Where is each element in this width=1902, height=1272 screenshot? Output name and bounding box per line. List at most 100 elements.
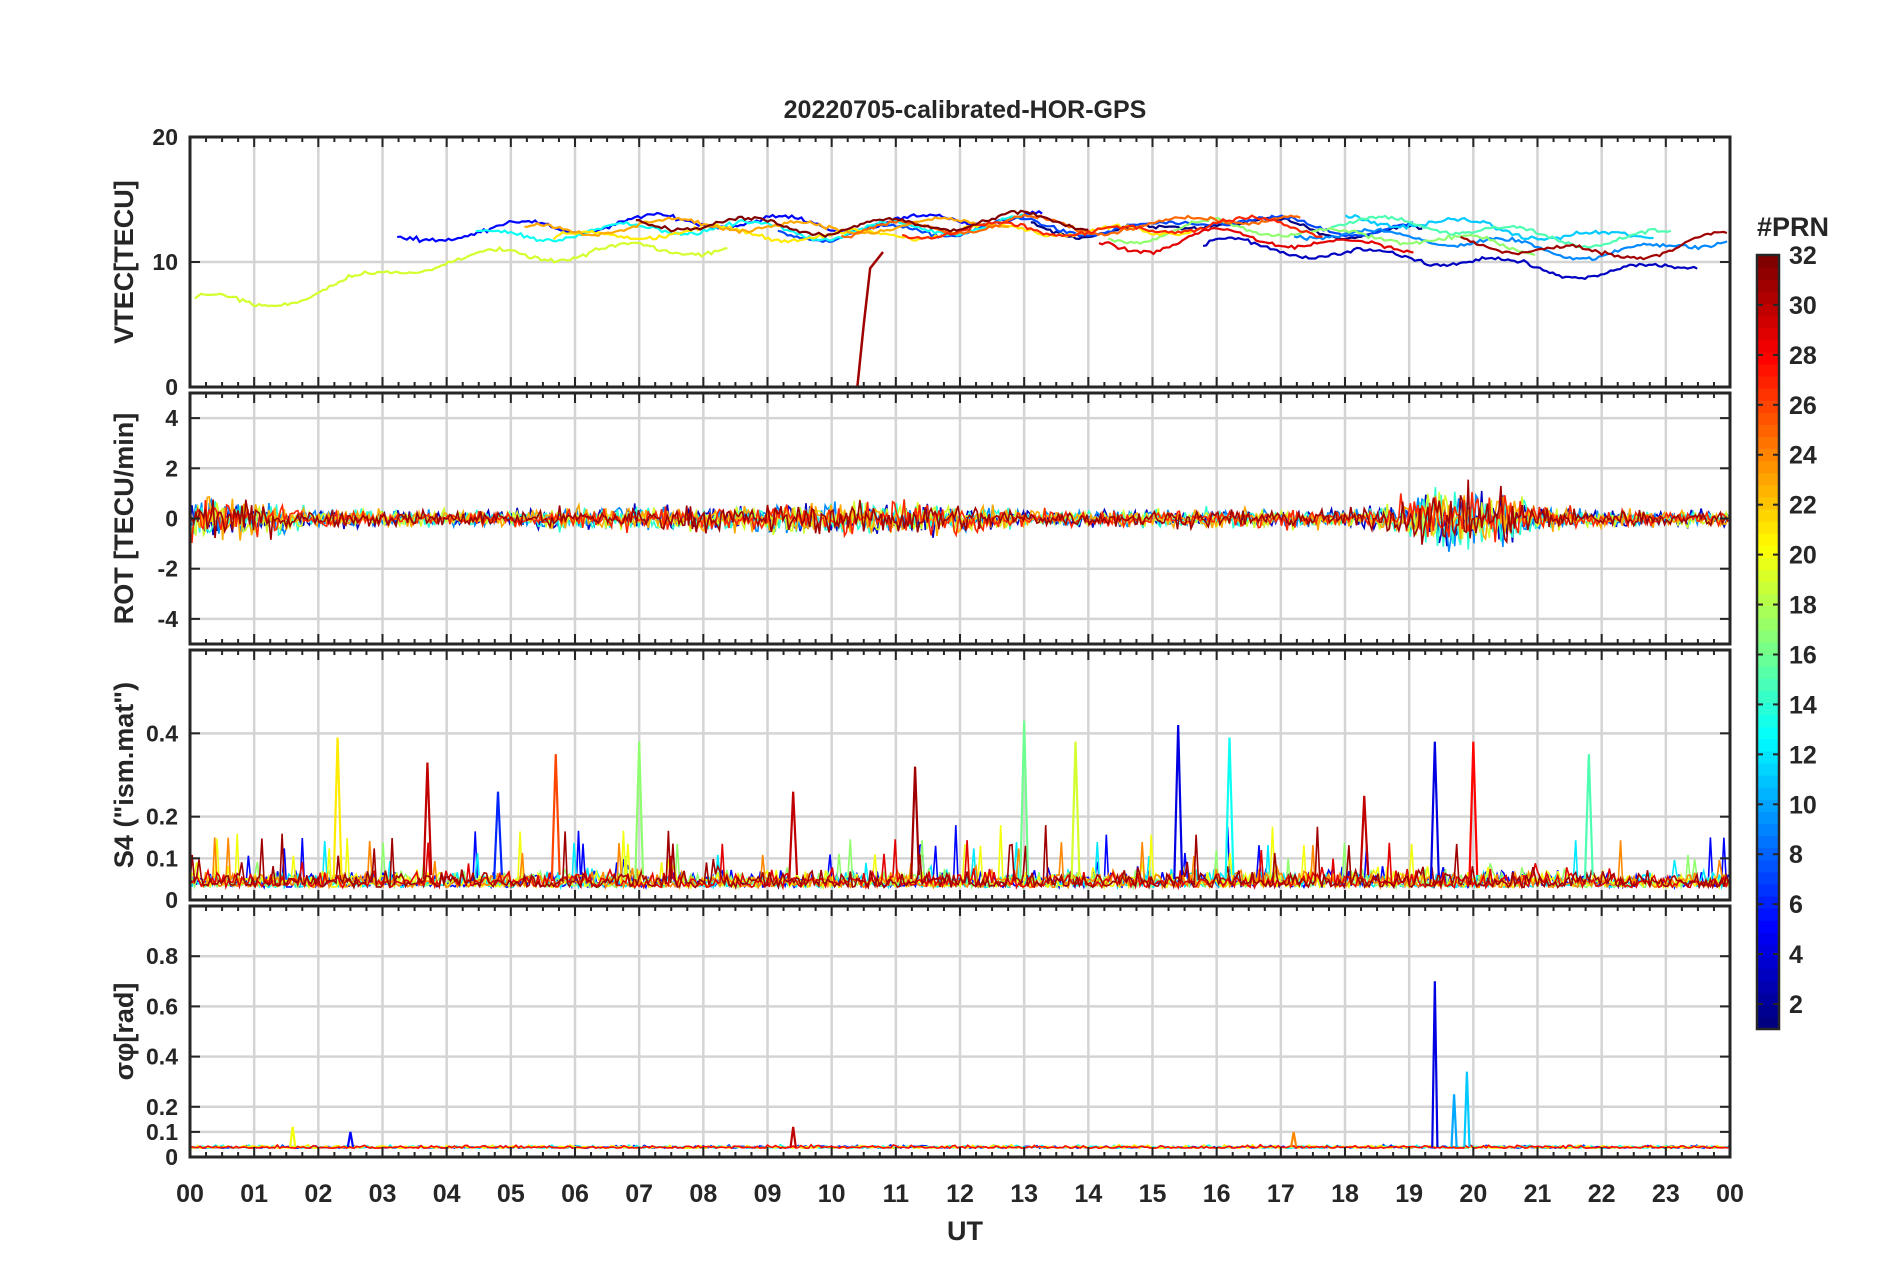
x-tick-label: 05 xyxy=(497,1180,525,1208)
y-tick-label: 20 xyxy=(152,124,178,150)
series-vtec xyxy=(194,209,1728,387)
colorbar-tick-label: 24 xyxy=(1789,442,1817,470)
colorbar-segment xyxy=(1757,291,1779,304)
colorbar-segment xyxy=(1757,448,1779,462)
panel-vtec: 0 10 20 VTEC[TECU] xyxy=(109,124,1732,400)
colorbar-segment xyxy=(1757,557,1779,571)
colorbar-segment xyxy=(1757,351,1779,365)
s4-peak-6 xyxy=(910,766,921,880)
s4-peak-13 xyxy=(1468,741,1479,880)
colorbar-segment xyxy=(1757,956,1779,970)
colorbar-segment xyxy=(1757,847,1779,861)
y-tick-label: 0 xyxy=(165,887,178,913)
rot-line-prn-27 xyxy=(190,492,1729,543)
vtec-line-prn-17 xyxy=(1107,215,1536,256)
colorbar-segment xyxy=(1757,714,1779,728)
vtec-spike-prn-31 xyxy=(856,251,884,387)
x-tick-label: 11 xyxy=(883,1180,910,1208)
x-tick-label: 02 xyxy=(304,1180,332,1208)
colorbar-segment xyxy=(1757,629,1779,643)
colorbar-segment xyxy=(1757,690,1779,704)
colorbar-segment xyxy=(1757,726,1779,740)
colorbar-segment xyxy=(1757,787,1779,800)
colorbar-tick-label: 18 xyxy=(1789,592,1817,620)
x-tick-label: 12 xyxy=(946,1180,974,1208)
x-tick-label: 15 xyxy=(1139,1180,1167,1208)
colorbar-segment xyxy=(1757,315,1779,329)
x-tick-label: 22 xyxy=(1588,1180,1616,1208)
panel-rot: -4 -2 0 2 4 ROT [TECU/min] xyxy=(109,391,1732,646)
y-tick-label: 0.1 xyxy=(146,1119,178,1145)
x-tick-label: 07 xyxy=(625,1180,653,1208)
colorbar-segment xyxy=(1757,508,1779,522)
colorbar-segment xyxy=(1757,920,1779,933)
colorbar-tick-label: 28 xyxy=(1789,342,1817,370)
colorbar-segment xyxy=(1757,823,1779,837)
chart-title: 20220705-calibrated-HOR-GPS xyxy=(784,96,1147,124)
s4-peak-8 xyxy=(1070,741,1081,880)
colorbar-segment xyxy=(1757,666,1779,679)
colorbar-segment xyxy=(1757,678,1779,691)
colorbar-segment xyxy=(1757,388,1779,401)
colorbar-segment xyxy=(1757,569,1779,583)
colorbar-tick-label: 4 xyxy=(1789,941,1803,969)
colorbar-segment xyxy=(1757,460,1779,474)
x-tick-label: 21 xyxy=(1524,1180,1552,1208)
x-tick-label: 01 xyxy=(240,1180,268,1208)
x-tick-label: 04 xyxy=(433,1180,461,1208)
colorbar-segment xyxy=(1757,363,1779,377)
s4-peak-10 xyxy=(1224,737,1235,880)
s4-peak-14 xyxy=(1583,754,1594,880)
x-tick-label: 18 xyxy=(1331,1180,1359,1208)
vtec-line-prn-13 xyxy=(475,213,1032,243)
colorbar-segment xyxy=(1757,484,1779,498)
vtec-line-prn-7 xyxy=(777,214,1414,244)
colorbar-segment xyxy=(1757,496,1779,510)
s4-line-prn-29 xyxy=(190,839,1730,891)
colorbar-tick-label: 20 xyxy=(1789,542,1817,570)
colorbar-segment xyxy=(1757,811,1779,825)
vtec-line-prn-3 xyxy=(1202,236,1698,281)
vtec-line-prn-15 xyxy=(1330,214,1672,249)
colorbar-segment xyxy=(1757,775,1779,788)
x-tick-label: 08 xyxy=(689,1180,717,1208)
colorbar-segment xyxy=(1757,521,1779,534)
y-tick-label: 0.6 xyxy=(146,993,178,1019)
x-tick-label: 16 xyxy=(1203,1180,1231,1208)
colorbar-segment xyxy=(1757,992,1779,1006)
vtec-line-prn-9 xyxy=(1293,227,1728,262)
sigphi-peak-0 xyxy=(289,1126,297,1148)
y-tick-label: -2 xyxy=(158,556,178,582)
rot-line-prn-31 xyxy=(190,479,1729,545)
series-rot xyxy=(190,479,1729,552)
colorbar-tick-label: 8 xyxy=(1789,841,1803,869)
colorbar-label: #PRN xyxy=(1757,212,1829,242)
colorbar-segment xyxy=(1757,871,1779,885)
colorbar-tick-label: 26 xyxy=(1789,392,1817,420)
colorbar-segment xyxy=(1757,1016,1779,1030)
colorbar-segment xyxy=(1757,303,1779,317)
y-tick-label: 0.4 xyxy=(146,1044,178,1070)
y-tick-label: 0 xyxy=(165,506,178,532)
sigphi-peak-4 xyxy=(1431,981,1439,1147)
panel-s4: 0 0.1 0.2 0.4 S4 ("ism.mat") xyxy=(109,648,1732,913)
y-tick-label: 0 xyxy=(165,374,178,400)
colorbar-segment xyxy=(1757,255,1779,268)
colorbar-segment xyxy=(1757,944,1779,958)
s4-peak-12 xyxy=(1429,741,1440,880)
colorbar-segment xyxy=(1757,932,1779,945)
colorbar-frame xyxy=(1755,253,1781,1031)
y-axis-label-vtec: VTEC[TECU] xyxy=(109,180,139,344)
colorbar-segment xyxy=(1757,375,1779,389)
x-tick-label: 10 xyxy=(818,1180,846,1208)
colorbar-tick-label: 22 xyxy=(1789,492,1817,520)
y-tick-label: 2 xyxy=(165,455,178,481)
sigphi-peak-5 xyxy=(1450,1094,1458,1148)
y-tick-label: 0.4 xyxy=(146,720,178,746)
colorbar-segment xyxy=(1757,327,1779,341)
s4-peak-9 xyxy=(1173,724,1184,880)
colorbar-segment xyxy=(1757,424,1779,438)
